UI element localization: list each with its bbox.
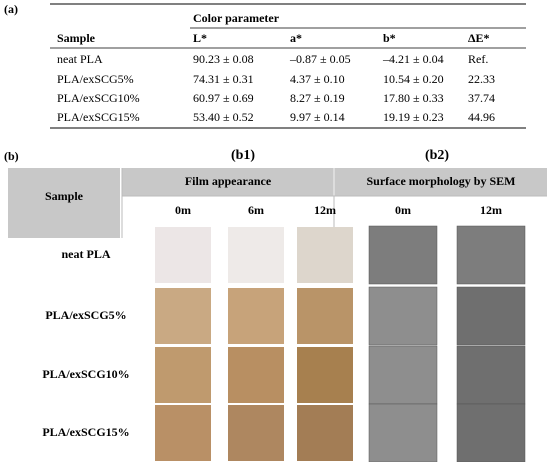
column-header: L* bbox=[193, 31, 207, 45]
table-cell: 44.96 bbox=[468, 110, 495, 124]
table-cell: 4.37 ± 0.10 bbox=[290, 72, 345, 86]
header: Surface morphology by SEM bbox=[366, 174, 515, 188]
sem-image bbox=[368, 345, 438, 405]
table-cell: PLA/exSCG10% bbox=[57, 91, 140, 105]
column-header: a* bbox=[290, 31, 302, 45]
time-label: 12m bbox=[314, 203, 336, 217]
film-photo bbox=[297, 227, 353, 283]
sem-image bbox=[456, 403, 526, 462]
film-photo bbox=[228, 227, 284, 283]
sem-image bbox=[456, 286, 526, 346]
column-header: b* bbox=[383, 31, 396, 45]
header-cell bbox=[122, 168, 333, 196]
table-cell: PLA/exSCG15% bbox=[57, 110, 140, 124]
table-cell: 37.74 bbox=[468, 91, 495, 105]
film-photo bbox=[228, 405, 284, 461]
header-cell bbox=[8, 168, 120, 238]
sem-image bbox=[368, 403, 438, 462]
film-photo bbox=[155, 347, 211, 403]
panel-label: (a) bbox=[4, 2, 18, 16]
subpanel-label: (b2) bbox=[425, 148, 449, 163]
group-header: Color parameter bbox=[193, 11, 280, 25]
sem-image bbox=[368, 286, 438, 346]
time-label: 0m bbox=[395, 203, 411, 217]
table-cell: PLA/exSCG5% bbox=[57, 72, 134, 86]
panel-label: (b) bbox=[4, 149, 19, 163]
table-cell: 53.40 ± 0.52 bbox=[193, 110, 254, 124]
table-cell: 22.33 bbox=[468, 72, 495, 86]
header: Sample bbox=[45, 189, 84, 203]
sem-image bbox=[456, 225, 526, 285]
film-photo bbox=[297, 288, 353, 344]
table-cell: –4.21 ± 0.04 bbox=[382, 52, 444, 66]
column-header: Sample bbox=[57, 31, 96, 45]
film-photo bbox=[155, 288, 211, 344]
header: Film appearance bbox=[185, 174, 272, 188]
film-photo bbox=[228, 288, 284, 344]
film-photo bbox=[228, 347, 284, 403]
film-photo bbox=[155, 405, 211, 461]
sem-image bbox=[368, 225, 438, 285]
film-photo bbox=[297, 347, 353, 403]
time-label: 0m bbox=[175, 203, 191, 217]
table-cell: Ref. bbox=[468, 52, 488, 66]
sem-image bbox=[456, 345, 526, 405]
row-label: PLA/exSCG10% bbox=[42, 367, 129, 381]
subpanel-label: (b1) bbox=[231, 148, 255, 163]
table-cell: 17.80 ± 0.33 bbox=[383, 91, 444, 105]
table-cell: neat PLA bbox=[57, 52, 103, 66]
table-cell: 60.97 ± 0.69 bbox=[193, 91, 254, 105]
table-cell: 90.23 ± 0.08 bbox=[193, 52, 254, 66]
row-label: neat PLA bbox=[62, 247, 111, 261]
row-label: PLA/exSCG15% bbox=[42, 425, 129, 439]
header-cell bbox=[335, 168, 547, 196]
time-label: 12m bbox=[480, 203, 502, 217]
film-photo bbox=[155, 227, 211, 283]
table-cell: 10.54 ± 0.20 bbox=[383, 72, 444, 86]
table-cell: 74.31 ± 0.31 bbox=[193, 72, 254, 86]
film-photo bbox=[297, 405, 353, 461]
column-header: ΔE* bbox=[468, 31, 490, 45]
table-cell: –0.87 ± 0.05 bbox=[289, 52, 351, 66]
table-cell: 19.19 ± 0.23 bbox=[383, 110, 444, 124]
time-label: 6m bbox=[248, 203, 264, 217]
table-cell: 8.27 ± 0.19 bbox=[290, 91, 345, 105]
row-label: PLA/exSCG5% bbox=[45, 308, 126, 322]
table-cell: 9.97 ± 0.14 bbox=[290, 110, 345, 124]
